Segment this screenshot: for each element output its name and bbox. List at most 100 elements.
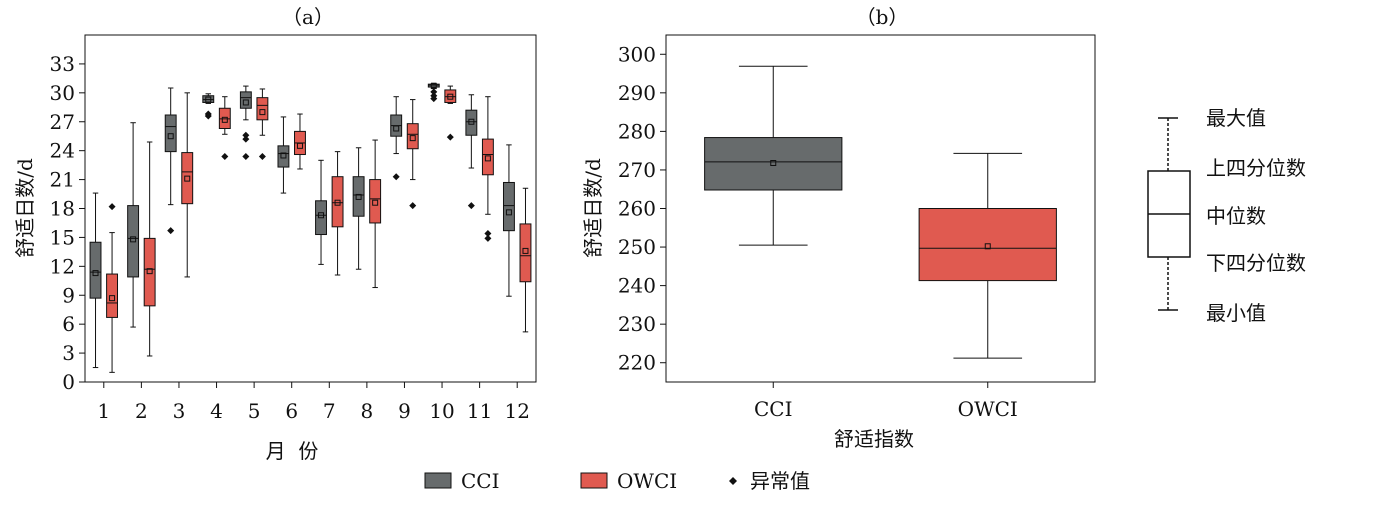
legend-outlier-marker — [729, 477, 737, 485]
legend-cci-swatch — [424, 472, 452, 489]
legend: CCI OWCI 异常值 — [424, 469, 810, 493]
cci-month-10-outlier-3 — [430, 95, 438, 103]
x-tick-label-12: 12 — [504, 399, 529, 423]
panel-b-x-axis: CCI OWCI — [754, 382, 1018, 421]
x-tick-label-8: 8 — [361, 399, 374, 423]
y-tick-label-21: 21 — [50, 168, 75, 192]
owci-month-4-outlier-1 — [221, 152, 229, 160]
cci-month-2-box — [127, 205, 140, 278]
cci-month-9-outlier-1 — [392, 173, 400, 181]
y-tick-label-24: 24 — [50, 139, 75, 163]
x-tick-label-10: 10 — [429, 399, 454, 423]
cci-month-5-outlier-3 — [242, 152, 250, 160]
panel-a-y-axis: 0 3 6 9 12 15 18 21 24 27 30 33 — [50, 52, 85, 394]
legend-cci-label: CCI — [461, 469, 500, 493]
cci-month-5-mean-marker — [242, 99, 249, 106]
legend-owci-label: OWCI — [617, 469, 677, 493]
cci-month-10-outlier-1 — [430, 88, 438, 96]
cci-month-11-box — [465, 109, 478, 136]
owci-total-mean-marker — [984, 243, 991, 250]
owci-month-7-mean-marker — [334, 199, 341, 206]
cci-month-11-outlier-1 — [467, 202, 475, 210]
cci-month-8-mean-marker — [355, 193, 362, 200]
x-tick-label-3: 3 — [173, 399, 186, 423]
cci-month-6-box — [277, 145, 290, 168]
x-tick-label-7: 7 — [323, 399, 336, 423]
y-tick-label-27: 27 — [50, 110, 75, 134]
owci-month-5-box — [256, 97, 269, 121]
x-tick-label-OWCI: OWCI — [958, 397, 1018, 421]
owci-month-5-outlier-1 — [258, 152, 266, 160]
y-tick-label-3: 3 — [62, 341, 75, 365]
cci-month-5-outlier-1 — [242, 131, 250, 139]
owci-month-11-mean-marker — [484, 155, 491, 162]
x-tick-label-11: 11 — [467, 399, 492, 423]
panel-a-plot-frame — [84, 34, 537, 383]
panel-a-title: （a） — [282, 5, 334, 29]
legend-outlier-label: 异常值 — [750, 469, 810, 493]
owci-month-11-box — [481, 138, 494, 176]
y-tick-label-240: 240 — [618, 274, 656, 298]
y-tick-label-260: 260 — [618, 197, 656, 221]
panel-b-y-label: 舒适日数/d — [581, 158, 605, 258]
x-tick-label-4: 4 — [210, 399, 223, 423]
owci-month-1-outlier-1 — [108, 203, 116, 211]
legend-owci-swatch — [580, 472, 608, 489]
cci-month-1-mean-marker — [92, 270, 99, 277]
cci-month-5-outlier-2 — [242, 135, 250, 143]
panel-a-x-label: 月 份 — [266, 439, 319, 463]
y-tick-label-9: 9 — [62, 283, 75, 307]
owci-total-box — [918, 208, 1057, 282]
cci-month-4-outlier-2 — [204, 110, 212, 118]
cci-month-4-mean-marker — [205, 96, 212, 103]
key-q3-label: 上四分位数 — [1206, 156, 1306, 180]
owci-month-11-outlier-2 — [484, 234, 492, 242]
y-tick-label-270: 270 — [618, 158, 656, 182]
cci-month-11-mean-marker — [468, 118, 475, 125]
y-tick-label-0: 0 — [62, 370, 75, 394]
y-tick-label-300: 300 — [618, 42, 656, 66]
panel-a-y-label: 舒适日数/d — [13, 158, 37, 258]
y-tick-label-15: 15 — [50, 225, 75, 249]
owci-month-4-mean-marker — [221, 116, 228, 123]
y-tick-label-220: 220 — [618, 351, 656, 375]
owci-month-10-mean-marker — [447, 93, 454, 100]
owci-month-5-mean-marker — [259, 109, 266, 116]
x-tick-label-9: 9 — [398, 399, 411, 423]
owci-month-7-box — [331, 176, 344, 228]
owci-month-9-box — [406, 123, 419, 150]
owci-month-2-mean-marker — [146, 268, 153, 275]
panel-a-boxes — [89, 82, 532, 373]
panel-b-boxes — [704, 65, 1057, 359]
y-tick-label-280: 280 — [618, 119, 656, 143]
key-min-label: 最小值 — [1206, 301, 1266, 325]
y-tick-label-230: 230 — [618, 312, 656, 336]
owci-month-8-box — [369, 179, 382, 224]
cci-month-7-mean-marker — [318, 212, 325, 219]
x-tick-label-CCI: CCI — [754, 397, 793, 421]
cci-month-3-outlier-1 — [167, 227, 175, 235]
owci-month-12-box — [519, 223, 532, 283]
owci-month-6-mean-marker — [296, 142, 303, 149]
key-max-label: 最大值 — [1206, 106, 1266, 130]
owci-month-3-box — [181, 152, 194, 205]
owci-month-2-box — [143, 237, 156, 307]
owci-month-12-mean-marker — [522, 247, 529, 254]
cci-month-2-mean-marker — [130, 236, 137, 243]
x-tick-label-5: 5 — [248, 399, 261, 423]
key-q1-label: 下四分位数 — [1206, 251, 1306, 275]
y-tick-label-6: 6 — [62, 312, 75, 336]
owci-month-9-mean-marker — [409, 135, 416, 142]
cci-month-12-mean-marker — [505, 209, 512, 216]
y-tick-label-33: 33 — [50, 52, 75, 76]
owci-month-10-outlier-1 — [446, 133, 454, 141]
cci-month-9-mean-marker — [393, 125, 400, 132]
cci-month-8-box — [352, 176, 365, 217]
x-tick-label-2: 2 — [135, 399, 148, 423]
y-tick-label-18: 18 — [50, 197, 75, 221]
owci-month-3-mean-marker — [184, 175, 191, 182]
y-tick-label-30: 30 — [50, 81, 75, 105]
